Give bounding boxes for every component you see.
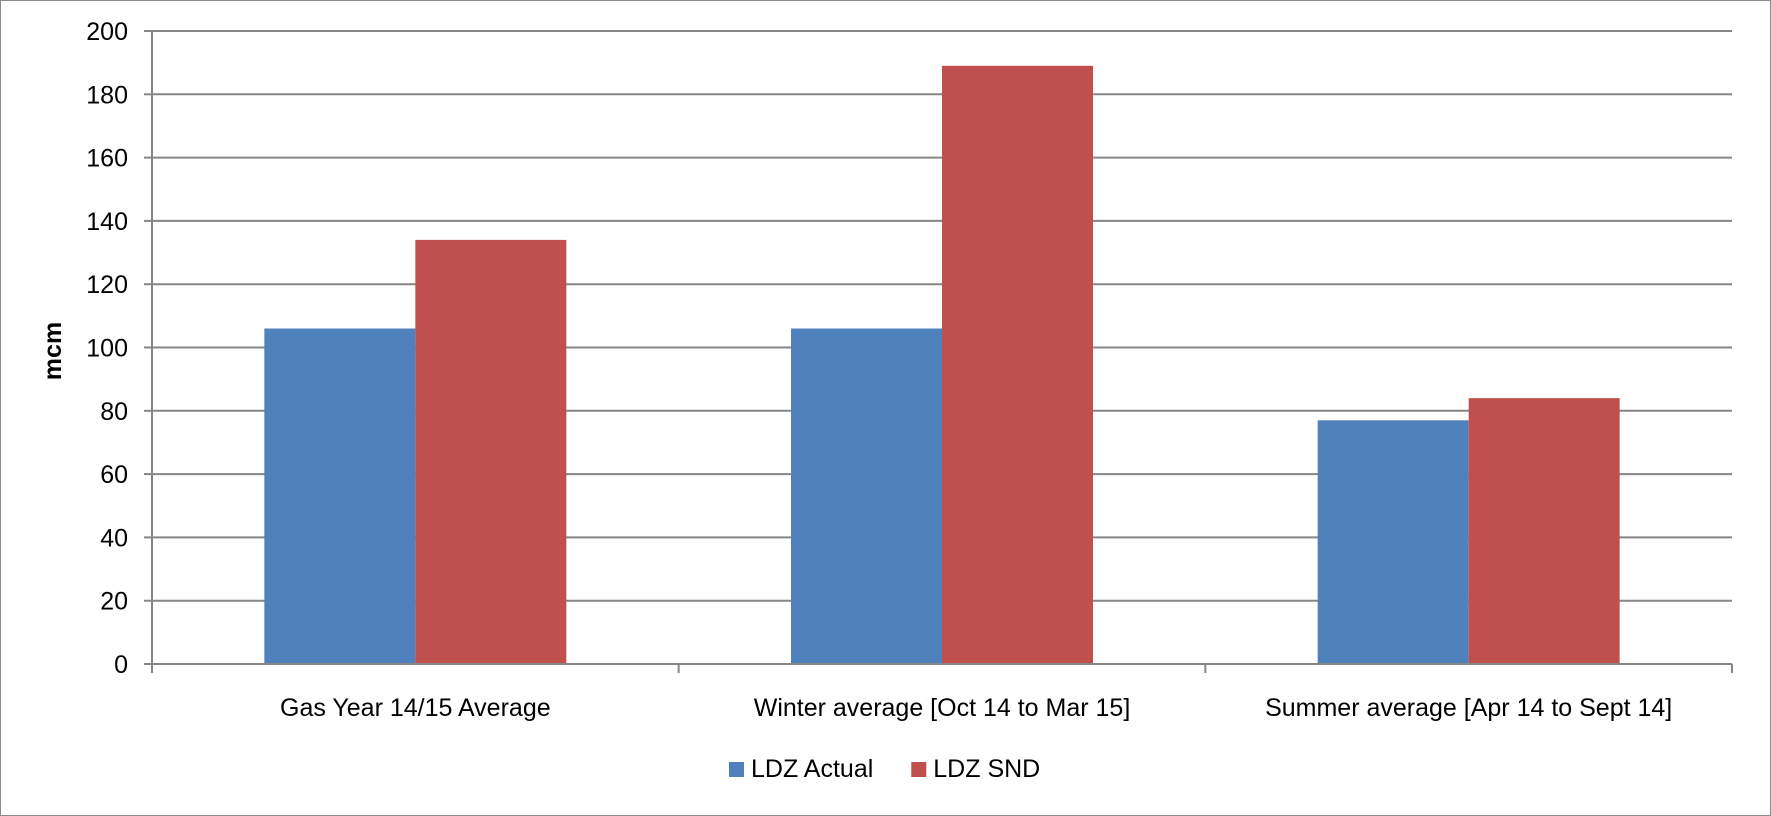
y-tick-label: 160: [86, 145, 128, 173]
x-category-label: Winter average [Oct 14 to Mar 15]: [754, 694, 1131, 722]
x-axis-categories: Gas Year 14/15 Average Winter average [Oc…: [280, 694, 1672, 722]
y-tick-label: 0: [114, 651, 128, 679]
y-tick-label: 60: [100, 461, 128, 489]
y-tick-label: 140: [86, 208, 128, 236]
bar-ldz-actual: [264, 328, 416, 664]
legend-label: LDZ SND: [933, 755, 1040, 783]
y-tick-label: 120: [86, 271, 128, 299]
x-category-label: Gas Year 14/15 Average: [280, 694, 551, 722]
bar-ldz-actual: [791, 328, 942, 664]
bar-ldz-actual: [1317, 420, 1469, 664]
bar-ldz-snd: [415, 239, 567, 664]
y-tick-label: 100: [86, 335, 128, 363]
y-axis-title: mcm: [39, 322, 67, 380]
legend-label: LDZ Actual: [751, 755, 873, 783]
bars: [264, 65, 1620, 664]
y-tick-label: 20: [100, 588, 128, 616]
axes: [144, 31, 1733, 673]
y-tick-label: 180: [86, 81, 128, 109]
y-axis-ticks: 0 20 40 60 80 100 120 140 160 180 200: [86, 18, 152, 679]
y-tick-label: 40: [100, 524, 128, 552]
bar-ldz-snd: [942, 65, 1093, 664]
y-tick-label: 80: [100, 398, 128, 426]
bar-ldz-snd: [1468, 398, 1620, 664]
x-category-label: Summer average [Apr 14 to Sept 14]: [1265, 694, 1672, 722]
legend-swatch: [911, 762, 927, 777]
legend: LDZ Actual LDZ SND: [729, 755, 1040, 783]
y-tick-label: 200: [86, 18, 128, 46]
legend-swatch: [729, 762, 744, 777]
